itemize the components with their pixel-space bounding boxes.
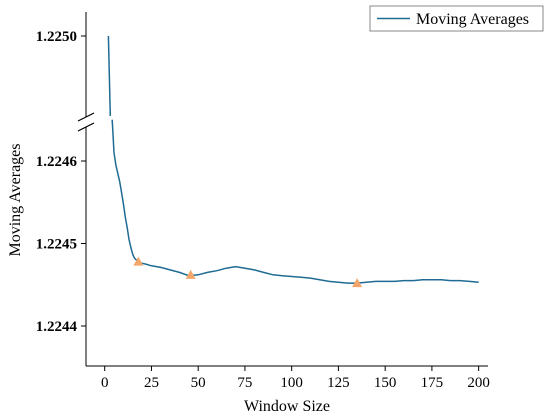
x-tick-label: 125: [327, 375, 350, 391]
y-axis-title: Moving Averages: [7, 143, 24, 256]
y-tick-label: 1.2244: [36, 319, 78, 335]
x-tick-label: 100: [280, 375, 303, 391]
y-ticks: 1.2244 1.2245 1.2246 1.2250: [36, 29, 86, 335]
legend-label: Moving Averages: [416, 11, 529, 28]
triangle-marker: [133, 256, 144, 266]
x-axis-title: Window Size: [244, 398, 330, 415]
y-tick-label: 1.2250: [36, 29, 77, 45]
series-line-upper: [107, 35, 112, 117]
x-tick-label: 0: [101, 375, 109, 391]
x-ticks: 0 25 50 75 100 125 150 175 200: [101, 366, 490, 391]
axis-break-mark: [77, 112, 95, 122]
y-tick-label: 1.2246: [36, 154, 78, 170]
x-tick-label: 175: [421, 375, 444, 391]
x-tick-label: 75: [237, 375, 252, 391]
triangle-marker: [185, 269, 196, 279]
marker-layer: [133, 256, 363, 288]
series-line: [111, 119, 479, 284]
plot-area: 0 25 50 75 100 125 150 175 200 1.22441.22451.224…: [36, 12, 490, 391]
x-tick-label: 150: [374, 375, 397, 391]
x-tick-label: 25: [144, 375, 159, 391]
series-layer: [107, 35, 479, 284]
triangle-marker: [352, 278, 363, 288]
legend: Moving Averages: [369, 5, 544, 32]
x-tick-label: 200: [467, 375, 490, 391]
axis-break-mark: [77, 122, 95, 132]
x-tick-label: 50: [191, 375, 206, 391]
y-tick-label: 1.2245: [36, 237, 77, 253]
